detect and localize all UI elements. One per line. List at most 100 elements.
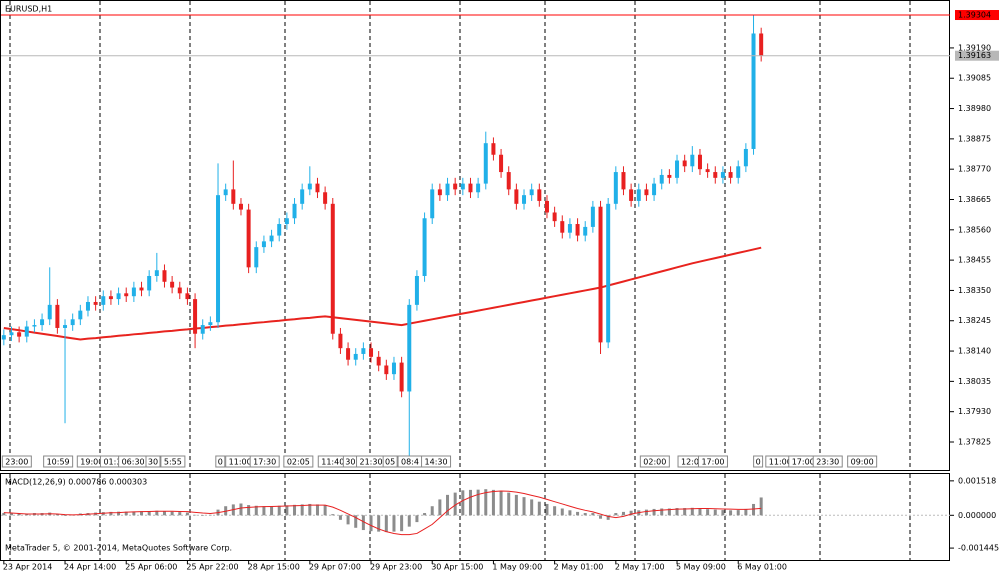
macd-bar bbox=[713, 509, 717, 516]
macd-bar bbox=[721, 510, 725, 516]
price-tag-label: 1.39304 bbox=[958, 11, 991, 20]
candle-body bbox=[728, 172, 733, 178]
trade-label: 11:00 bbox=[229, 458, 252, 467]
y-tick-label: 1.38875 bbox=[958, 134, 991, 143]
candle-body bbox=[759, 33, 764, 56]
x-tick-label: 5 May 09:00 bbox=[676, 563, 726, 572]
y-tick-label: 1.39085 bbox=[958, 74, 991, 83]
candle-body bbox=[116, 293, 121, 300]
macd-bar bbox=[315, 504, 319, 516]
macd-bar bbox=[2, 513, 6, 516]
candle-body bbox=[185, 293, 190, 300]
y-tick-label: 0.000000 bbox=[958, 511, 996, 520]
macd-bar bbox=[614, 513, 618, 516]
candle-body bbox=[522, 195, 527, 204]
x-tick-label: 25 Apr 22:00 bbox=[186, 563, 238, 572]
trade-label: 14:30 bbox=[425, 458, 448, 467]
macd-bar bbox=[553, 506, 557, 516]
price-tag bbox=[955, 10, 999, 21]
trade-label: 17:00 bbox=[701, 458, 724, 467]
macd-bar bbox=[461, 490, 465, 516]
macd-bar bbox=[338, 515, 342, 520]
macd-bar bbox=[201, 515, 205, 516]
candle-body bbox=[667, 174, 672, 178]
x-tick-label: 24 Apr 14:00 bbox=[64, 563, 116, 572]
macd-bar bbox=[675, 508, 679, 516]
candle-body bbox=[330, 203, 335, 334]
y-tick-label: 0.001518 bbox=[958, 476, 996, 485]
y-tick-label: 1.38455 bbox=[958, 256, 991, 265]
trade-marker bbox=[43, 455, 74, 468]
macd-bar bbox=[109, 511, 113, 516]
trade-label: 17:30 bbox=[253, 458, 276, 467]
trade-label: 21:30 bbox=[359, 458, 382, 467]
macd-bar bbox=[660, 508, 664, 516]
macd-bar bbox=[17, 513, 21, 516]
x-tick-label: 2 May 17:00 bbox=[615, 563, 665, 572]
macd-bar bbox=[629, 510, 633, 516]
candle-body bbox=[284, 218, 289, 225]
macd-bar bbox=[247, 505, 251, 516]
macd-bar bbox=[621, 511, 625, 516]
y-tick-label: 1.38980 bbox=[958, 104, 991, 113]
trade-marker bbox=[697, 455, 728, 468]
candle-body bbox=[40, 319, 45, 326]
macd-bar bbox=[384, 515, 388, 533]
macd-bar bbox=[683, 508, 687, 516]
x-tick-label: 30 Apr 15:00 bbox=[431, 563, 483, 572]
macd-bar bbox=[568, 510, 572, 516]
candle-body bbox=[743, 148, 748, 167]
macd-bar bbox=[591, 513, 595, 516]
macd-bar bbox=[208, 514, 212, 516]
x-tick-label: 6 May 01:00 bbox=[737, 563, 787, 572]
macd-bar bbox=[484, 489, 488, 516]
y-tick-label: 1.37825 bbox=[958, 437, 991, 446]
macd-bar bbox=[117, 511, 121, 516]
macd-bar bbox=[752, 503, 756, 516]
x-tick-label: 1 May 09:00 bbox=[492, 563, 542, 572]
candle-body bbox=[675, 160, 680, 178]
candle-body bbox=[124, 293, 129, 297]
x-tick-label: 29 Apr 23:00 bbox=[370, 563, 422, 572]
trade-marker bbox=[215, 455, 226, 468]
macd-bar bbox=[491, 489, 495, 516]
candle-body bbox=[216, 195, 221, 323]
trade-label: 09:00 bbox=[851, 458, 874, 467]
macd-bar bbox=[124, 511, 128, 516]
macd-bar bbox=[698, 508, 702, 516]
trade-marker bbox=[812, 455, 843, 468]
trade-label: 11:40 bbox=[321, 458, 344, 467]
candle-body bbox=[85, 301, 90, 311]
macd-bar bbox=[690, 507, 694, 516]
candle-body bbox=[63, 325, 68, 328]
y-tick-label: 1.38245 bbox=[958, 316, 991, 325]
candle-body bbox=[277, 224, 282, 236]
candle-body bbox=[629, 189, 634, 201]
macd-bar bbox=[446, 494, 450, 516]
candle-body bbox=[690, 154, 695, 167]
candle-body bbox=[636, 189, 641, 201]
candle-body bbox=[445, 183, 450, 196]
candle-body bbox=[384, 365, 389, 375]
candle-body bbox=[32, 325, 37, 327]
macd-bar bbox=[63, 515, 67, 516]
candle-body bbox=[300, 189, 305, 204]
candle-body bbox=[567, 224, 572, 233]
macd-bar bbox=[560, 508, 564, 516]
candle-body bbox=[254, 247, 259, 268]
trade-label: 01:3 bbox=[103, 458, 121, 467]
candle-body bbox=[1, 335, 6, 340]
macd-bar bbox=[254, 505, 258, 516]
candle-body bbox=[598, 206, 603, 343]
candle-body bbox=[682, 160, 687, 167]
symbol-title: EURUSD,H1 bbox=[5, 5, 52, 14]
price-tag bbox=[955, 50, 999, 61]
candle-body bbox=[353, 353, 358, 360]
candle-body bbox=[376, 356, 381, 366]
candle-body bbox=[437, 189, 442, 196]
macd-bar bbox=[354, 515, 358, 528]
macd-bar bbox=[346, 515, 350, 525]
macd-bar bbox=[407, 515, 411, 527]
macd-bar bbox=[507, 492, 511, 516]
macd-bar bbox=[759, 497, 763, 516]
